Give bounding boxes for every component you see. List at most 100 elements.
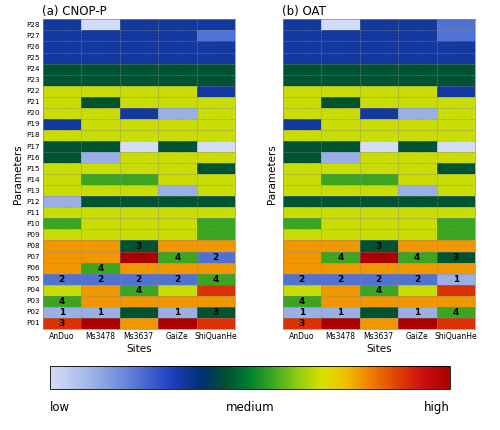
Bar: [282, 296, 321, 307]
Bar: [196, 240, 235, 252]
Bar: [158, 64, 196, 75]
Bar: [436, 196, 475, 207]
Bar: [360, 119, 398, 130]
Text: 4: 4: [174, 252, 180, 261]
Bar: [321, 163, 360, 174]
Bar: [360, 141, 398, 152]
Bar: [196, 97, 235, 108]
Bar: [42, 31, 81, 41]
Bar: [196, 252, 235, 263]
Bar: [398, 307, 436, 318]
Text: 3: 3: [452, 252, 459, 261]
Bar: [436, 207, 475, 218]
Bar: [282, 31, 321, 41]
Bar: [398, 163, 436, 174]
Bar: [158, 174, 196, 185]
Bar: [321, 174, 360, 185]
Bar: [321, 263, 360, 273]
Bar: [81, 285, 120, 296]
Bar: [282, 263, 321, 273]
Bar: [42, 152, 81, 163]
Bar: [436, 273, 475, 285]
Bar: [120, 163, 158, 174]
Text: 4: 4: [97, 264, 103, 273]
Bar: [436, 174, 475, 185]
Bar: [158, 273, 196, 285]
Bar: [158, 130, 196, 141]
Bar: [321, 196, 360, 207]
Bar: [398, 19, 436, 31]
Text: 3: 3: [212, 308, 219, 317]
Bar: [81, 196, 120, 207]
Bar: [436, 31, 475, 41]
Bar: [321, 75, 360, 86]
Bar: [360, 307, 398, 318]
Text: low: low: [50, 401, 70, 414]
Bar: [81, 207, 120, 218]
Bar: [398, 64, 436, 75]
Bar: [321, 307, 360, 318]
Bar: [120, 307, 158, 318]
Bar: [282, 185, 321, 196]
Bar: [282, 318, 321, 329]
Text: 4: 4: [414, 252, 420, 261]
Bar: [321, 97, 360, 108]
Bar: [282, 130, 321, 141]
Bar: [42, 141, 81, 152]
Bar: [158, 285, 196, 296]
Bar: [42, 296, 81, 307]
Bar: [120, 230, 158, 240]
Bar: [282, 307, 321, 318]
Bar: [196, 19, 235, 31]
Text: 4: 4: [58, 297, 65, 306]
Bar: [81, 108, 120, 119]
Bar: [42, 52, 81, 64]
Text: 1: 1: [97, 308, 103, 317]
Bar: [158, 318, 196, 329]
Bar: [42, 119, 81, 130]
Bar: [398, 207, 436, 218]
Bar: [436, 130, 475, 141]
Bar: [120, 296, 158, 307]
Bar: [360, 19, 398, 31]
Bar: [436, 218, 475, 230]
Bar: [42, 108, 81, 119]
Bar: [196, 31, 235, 41]
Bar: [398, 318, 436, 329]
Bar: [158, 240, 196, 252]
Bar: [321, 152, 360, 163]
Bar: [282, 240, 321, 252]
Text: medium: medium: [226, 401, 274, 414]
Bar: [282, 108, 321, 119]
Bar: [398, 97, 436, 108]
Bar: [282, 218, 321, 230]
Bar: [321, 252, 360, 263]
Bar: [321, 273, 360, 285]
Bar: [436, 296, 475, 307]
Bar: [436, 86, 475, 97]
Bar: [120, 52, 158, 64]
Bar: [360, 41, 398, 52]
Bar: [81, 141, 120, 152]
Bar: [120, 318, 158, 329]
Text: 2: 2: [337, 275, 344, 284]
Bar: [158, 218, 196, 230]
Bar: [282, 196, 321, 207]
Bar: [398, 52, 436, 64]
Bar: [120, 141, 158, 152]
Bar: [321, 31, 360, 41]
Text: 2: 2: [298, 275, 305, 284]
Bar: [42, 196, 81, 207]
Bar: [81, 174, 120, 185]
Text: 2: 2: [97, 275, 103, 284]
Bar: [436, 230, 475, 240]
Bar: [120, 97, 158, 108]
Bar: [360, 218, 398, 230]
Bar: [436, 307, 475, 318]
Bar: [436, 141, 475, 152]
Bar: [436, 108, 475, 119]
Bar: [120, 285, 158, 296]
Text: high: high: [424, 401, 450, 414]
Bar: [436, 318, 475, 329]
Bar: [436, 263, 475, 273]
